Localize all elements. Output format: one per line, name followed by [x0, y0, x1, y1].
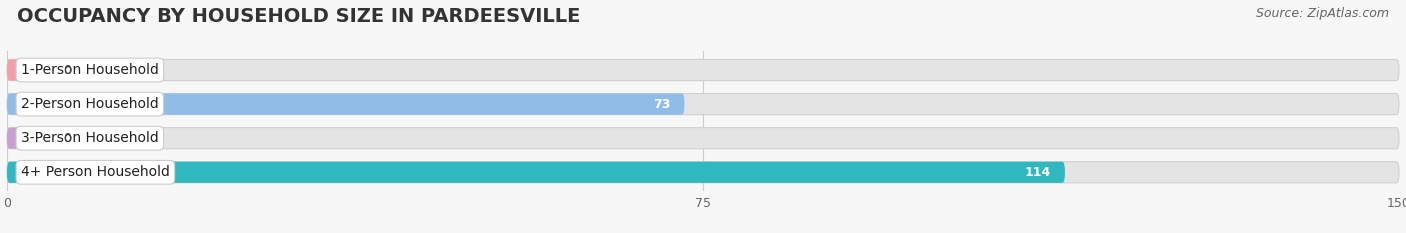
Text: 114: 114 — [1025, 166, 1050, 179]
FancyBboxPatch shape — [7, 93, 685, 115]
FancyBboxPatch shape — [7, 162, 1064, 183]
FancyBboxPatch shape — [7, 59, 49, 81]
FancyBboxPatch shape — [7, 93, 1399, 115]
Text: 0: 0 — [63, 132, 70, 145]
Text: 3-Person Household: 3-Person Household — [21, 131, 159, 145]
FancyBboxPatch shape — [7, 59, 1399, 81]
Text: 73: 73 — [654, 98, 671, 111]
FancyBboxPatch shape — [7, 162, 1399, 183]
Text: OCCUPANCY BY HOUSEHOLD SIZE IN PARDEESVILLE: OCCUPANCY BY HOUSEHOLD SIZE IN PARDEESVI… — [17, 7, 581, 26]
Text: 1-Person Household: 1-Person Household — [21, 63, 159, 77]
FancyBboxPatch shape — [7, 128, 49, 149]
Text: 2-Person Household: 2-Person Household — [21, 97, 159, 111]
FancyBboxPatch shape — [7, 128, 1399, 149]
Text: 0: 0 — [63, 64, 70, 76]
Text: 4+ Person Household: 4+ Person Household — [21, 165, 170, 179]
Text: Source: ZipAtlas.com: Source: ZipAtlas.com — [1256, 7, 1389, 20]
